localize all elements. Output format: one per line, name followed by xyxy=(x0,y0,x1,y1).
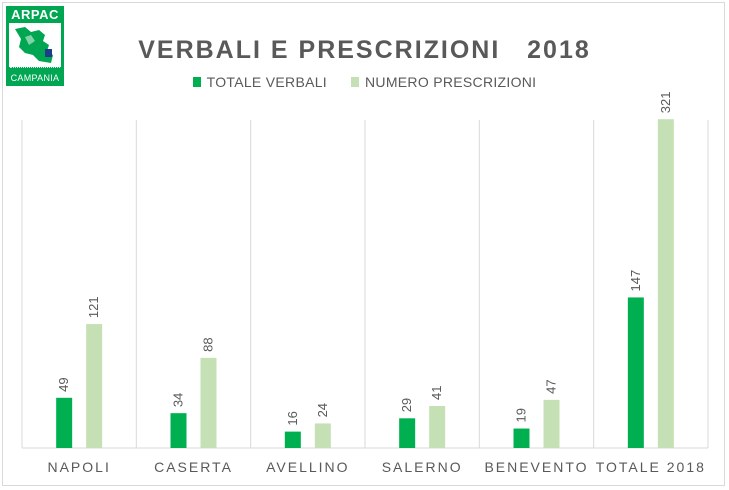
bar-verbali-avellino xyxy=(284,431,301,448)
bar-prescrizioni-benevento xyxy=(543,399,560,448)
data-label-verbali-caserta: 34 xyxy=(171,393,186,407)
data-label-prescrizioni-benevento: 47 xyxy=(544,379,559,393)
bar-verbali-caserta xyxy=(170,413,187,448)
data-label-verbali-salerno: 29 xyxy=(399,398,414,412)
bar-prescrizioni-caserta xyxy=(200,357,217,448)
legend-item-prescrizioni: NUMERO PRESCRIZIONI xyxy=(351,74,536,90)
bar-prescrizioni-napoli xyxy=(86,324,103,448)
legend-label-prescrizioni: NUMERO PRESCRIZIONI xyxy=(365,74,537,90)
bar-verbali-napoli xyxy=(56,397,73,448)
chart-frame xyxy=(2,2,725,486)
category-label-caserta: CASERTA xyxy=(154,459,233,475)
campania-map-icon xyxy=(9,23,61,67)
data-label-prescrizioni-totale-2018: 321 xyxy=(658,92,673,114)
logo-fine-print xyxy=(10,67,60,70)
data-label-prescrizioni-salerno: 41 xyxy=(429,386,444,400)
bar-verbali-totale-2018 xyxy=(627,297,644,448)
legend-item-verbali: TOTALE VERBALI xyxy=(192,74,327,90)
logo-name: ARPAC xyxy=(11,7,59,22)
category-label-totale-2018: TOTALE 2018 xyxy=(596,459,706,475)
data-label-verbali-napoli: 49 xyxy=(56,377,71,391)
category-label-salerno: SALERNO xyxy=(382,459,463,475)
arpac-logo: ARPAC CAMPANIA xyxy=(6,6,64,86)
chart-title: VERBALI E PRESCRIZIONI 2018 xyxy=(138,36,591,64)
category-label-benevento: BENEVENTO xyxy=(484,459,588,475)
data-label-prescrizioni-avellino: 24 xyxy=(315,403,330,417)
data-label-prescrizioni-caserta: 88 xyxy=(201,337,216,351)
bar-verbali-benevento xyxy=(513,428,530,448)
data-label-verbali-avellino: 16 xyxy=(285,411,300,425)
bar-verbali-salerno xyxy=(399,418,416,448)
legend-swatch-prescrizioni xyxy=(351,77,359,87)
data-label-verbali-totale-2018: 147 xyxy=(628,270,643,292)
logo-region: CAMPANIA xyxy=(10,73,60,83)
data-label-verbali-benevento: 19 xyxy=(514,408,529,422)
legend-swatch-verbali xyxy=(192,77,201,87)
data-label-prescrizioni-napoli: 121 xyxy=(86,296,101,318)
bar-prescrizioni-salerno xyxy=(429,406,446,448)
category-label-napoli: NAPOLI xyxy=(47,459,110,475)
chart-legend: TOTALE VERBALI NUMERO PRESCRIZIONI xyxy=(0,74,729,90)
bar-prescrizioni-avellino xyxy=(314,423,331,448)
legend-label-verbali: TOTALE VERBALI xyxy=(206,74,327,90)
bar-prescrizioni-totale-2018 xyxy=(657,119,674,448)
category-label-avellino: AVELLINO xyxy=(266,459,349,475)
